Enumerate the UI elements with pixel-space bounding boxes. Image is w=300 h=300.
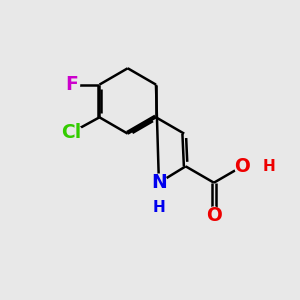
Text: N: N [151,173,167,192]
Ellipse shape [206,207,221,224]
Ellipse shape [206,208,221,223]
Text: O: O [206,206,222,225]
Ellipse shape [151,174,167,191]
Text: H: H [152,200,165,215]
Text: H: H [263,159,276,174]
Ellipse shape [256,158,270,175]
Text: F: F [66,75,79,94]
Ellipse shape [235,159,250,174]
Ellipse shape [235,158,250,175]
Ellipse shape [152,174,166,191]
Text: O: O [234,157,250,176]
Ellipse shape [60,124,82,141]
Text: Cl: Cl [61,123,81,142]
Ellipse shape [152,200,166,216]
Ellipse shape [65,76,80,93]
